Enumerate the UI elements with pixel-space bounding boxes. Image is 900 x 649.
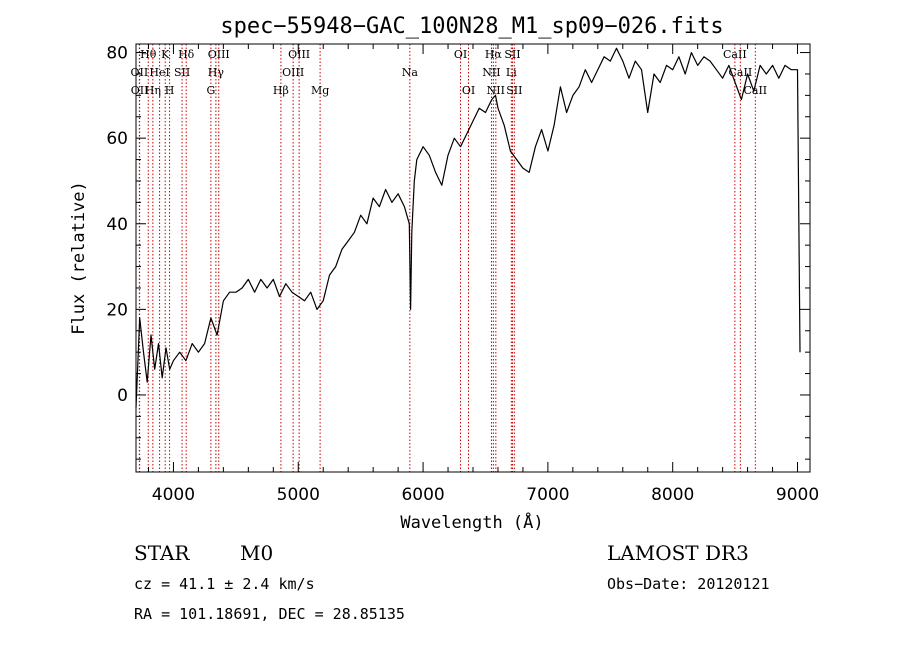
x-axis-ticks: 4000 5000 6000 7000 8000 9000 (147, 44, 819, 505)
spectral-line-label: CaII (723, 48, 747, 61)
spectral-line-label: SII (504, 48, 520, 61)
spectral-line-label: HeI (149, 66, 169, 79)
y-tick-label: 40 (106, 215, 128, 235)
spectral-line-label: Hθ (140, 48, 157, 61)
spectral-line-label: H (165, 84, 175, 97)
x-axis-label: Wavelength (Å) (400, 511, 543, 533)
spectral-line-label: OIII (282, 66, 304, 79)
y-tick-label: 0 (117, 386, 128, 406)
spectral-line-label: OII (131, 66, 149, 79)
spectral-line-label: Na (402, 66, 419, 79)
plot-frame (135, 43, 811, 473)
chart-title: spec−55948−GAC_100N28_M1_sp09−026.fits (220, 14, 723, 39)
spectral-line-label: Hη (145, 84, 161, 97)
x-tick-label: 5000 (277, 485, 320, 505)
spectral-line-label: G (206, 84, 215, 97)
spectral-line-label: OI (454, 48, 467, 61)
survey-name: LAMOST DR3 (607, 541, 749, 565)
spectral-line-label: Hγ (208, 66, 225, 79)
spectral-line-label: OII (131, 84, 149, 97)
x-tick-label: 8000 (651, 485, 694, 505)
y-axis-label: Flux (relative) (69, 181, 89, 335)
spectral-line-label: Hα (485, 48, 503, 61)
spectral-line-label: Mg (311, 84, 329, 97)
x-tick-label: 6000 (401, 485, 444, 505)
spectral-line-label: NII (487, 84, 505, 97)
spectral-line-label: K (161, 48, 170, 61)
y-axis-ticks: 0 20 40 60 80 (106, 44, 810, 460)
spectral-line-label: OIII (208, 48, 230, 61)
x-tick-label: 9000 (776, 485, 819, 505)
y-tick-label: 60 (106, 129, 128, 149)
spectral-line-label: NII (482, 66, 500, 79)
spectral-line-label: Hδ (178, 48, 195, 61)
spectral-line-label: CaII (729, 66, 753, 79)
spectral-line-label: Hβ (273, 84, 289, 97)
spectral-line-markers (138, 44, 756, 472)
spectral-line-labels: OII OII Hθ Hη HeI K H SII Hδ G Hγ OIII Hβ OIII OIII Mg N… (131, 48, 768, 97)
observation-date: Obs−Date: 20120121 (607, 575, 770, 593)
redshift-cz: cz = 41.1 ± 2.4 km/s (134, 575, 315, 593)
ra-dec: RA = 101.18691, DEC = 28.85135 (134, 605, 405, 623)
spectrum-series-line (135, 47, 801, 408)
y-tick-label: 80 (106, 44, 128, 64)
spectral-line-label: CaII (743, 84, 767, 97)
spectral-line-label: OIII (288, 48, 310, 61)
spectral-line-label: SII (174, 66, 190, 79)
spectral-line-label: OI (462, 84, 475, 97)
object-subclass: M0 (240, 541, 273, 565)
spectral-line-label: Li (506, 66, 517, 79)
x-tick-label: 7000 (526, 485, 569, 505)
object-class: STAR (134, 541, 190, 565)
spectral-line-label: SII (506, 84, 522, 97)
x-tick-label: 4000 (152, 485, 195, 505)
y-tick-label: 20 (106, 300, 128, 320)
